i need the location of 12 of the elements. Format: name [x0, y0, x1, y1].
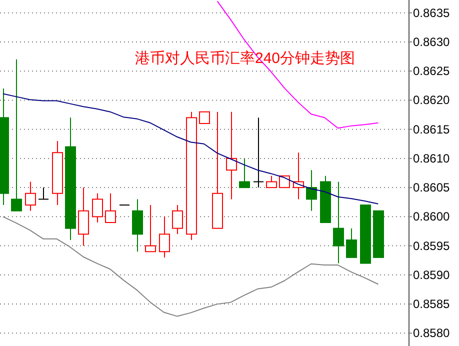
- y-tick-label: 0.8635: [413, 6, 450, 20]
- y-tick-label: 0.8595: [413, 238, 450, 253]
- y-tick-label: 0.8620: [413, 93, 450, 108]
- y-tick-label: 0.8600: [413, 210, 450, 224]
- y-tick-label: 0.8585: [413, 297, 450, 312]
- y-tick-label: 0.8590: [413, 268, 450, 282]
- y-tick-label: 0.8615: [413, 122, 450, 136]
- y-tick-label: 0.8610: [413, 151, 450, 166]
- y-tick-label: 0.8625: [413, 64, 450, 78]
- y-tick-label: 0.8630: [413, 34, 450, 49]
- y-tick-label: 0.8580: [413, 326, 450, 340]
- y-tick-label: 0.8605: [413, 180, 450, 195]
